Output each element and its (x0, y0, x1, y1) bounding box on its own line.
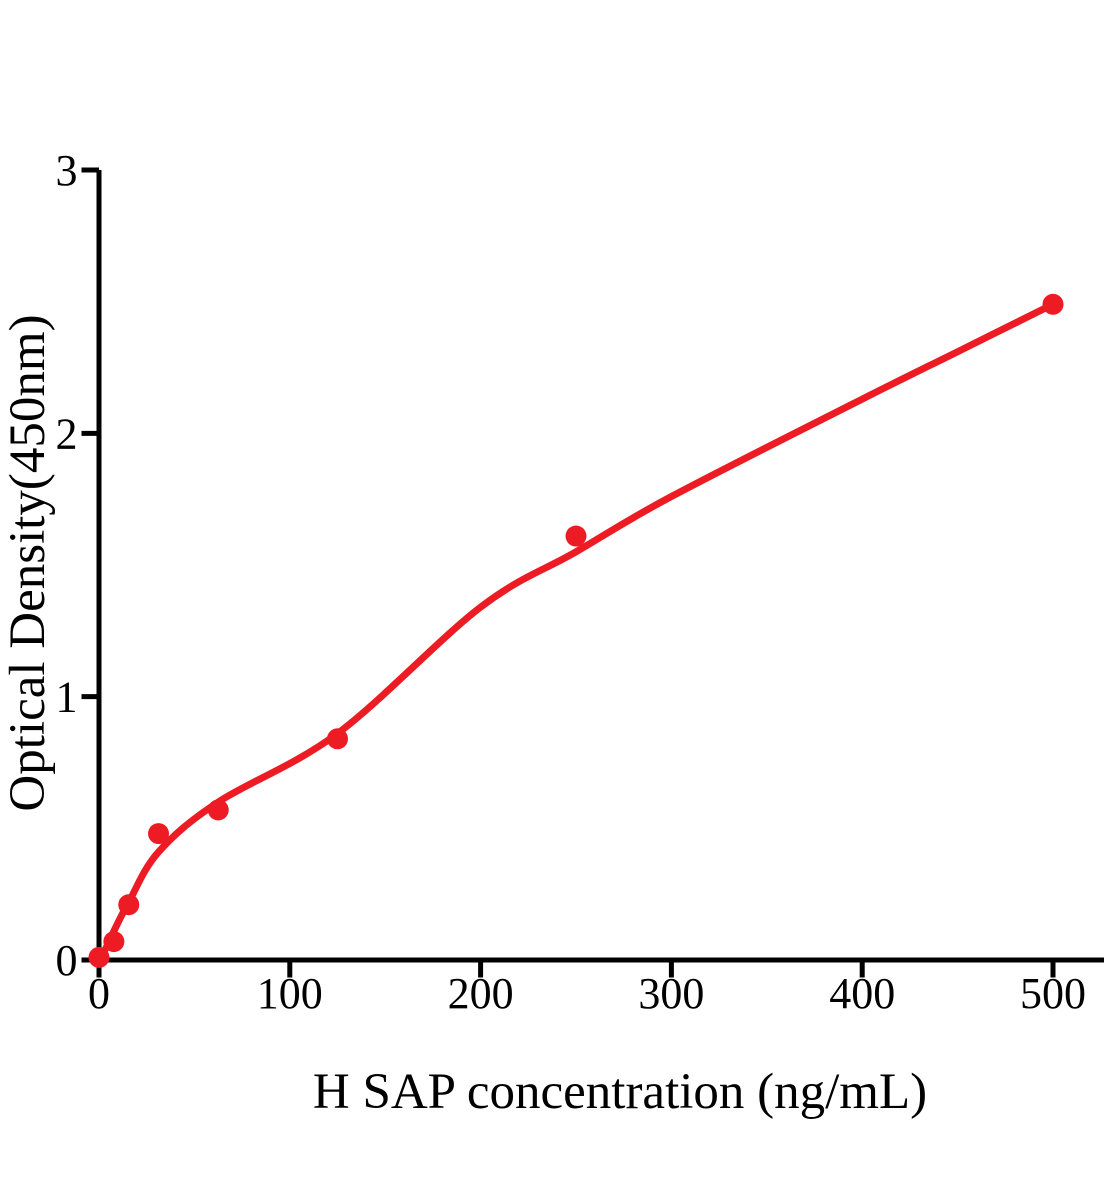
x-axis-title: H SAP concentration (ng/mL) (313, 1064, 927, 1120)
fit-curve-layer (95, 300, 1057, 964)
y-tick-label: 2 (56, 409, 78, 458)
x-tick-label: 200 (448, 969, 514, 1018)
axes: 0 100 200 300 400 500 0 1 2 3 (56, 146, 1104, 1018)
y-axis-title: Optical Density(450nm) (0, 314, 56, 811)
x-tick-label: 500 (1020, 969, 1086, 1018)
data-point (207, 799, 229, 821)
data-point (327, 728, 348, 750)
x-tick-label: 100 (257, 969, 323, 1018)
x-tick-label: 400 (829, 969, 895, 1018)
y-tick-label: 0 (56, 936, 78, 985)
fit-curve (95, 300, 1057, 964)
data-point (88, 946, 110, 968)
data-point (148, 823, 170, 845)
data-point (103, 931, 125, 953)
data-point (565, 525, 587, 547)
data-point (118, 894, 140, 916)
data-points-layer (88, 293, 1064, 968)
x-tick-label: 300 (638, 969, 704, 1018)
y-tick-label: 1 (56, 673, 78, 722)
data-point (1042, 293, 1064, 315)
y-tick-label: 3 (56, 146, 78, 195)
x-tick-label: 0 (88, 969, 110, 1018)
